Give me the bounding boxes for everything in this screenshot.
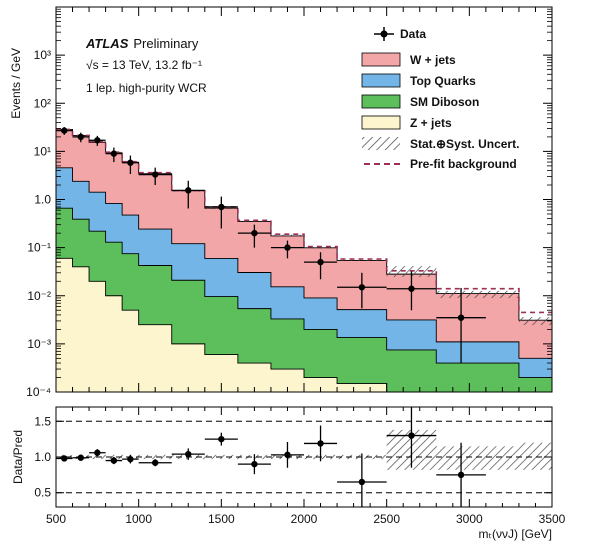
main-uncert-bin <box>270 234 304 237</box>
ratio-points <box>56 407 486 507</box>
ratio-reference-lines <box>56 420 552 494</box>
data-point <box>77 133 85 141</box>
legend-entry-prefit: Pre-fit background <box>364 157 517 171</box>
main-plot-area: 10⁻⁴ 10⁻³ 10⁻² 10⁻¹ 1.0 10¹ 10² 10³ <box>26 6 553 399</box>
ratio-point <box>61 455 68 462</box>
region-label: 1 lep. high-purity WCR <box>86 81 207 95</box>
legend: Data W + jets Top Quarks SM Diboson Z + … <box>361 27 519 171</box>
data-point <box>457 314 465 321</box>
legend-entry-uncert: Stat.⊕Syst. Uncert. <box>362 137 519 151</box>
main-y-tick-label: 10⁻³ <box>27 337 51 351</box>
data-point <box>94 137 101 144</box>
main-uncert-bin <box>337 259 387 262</box>
x-axis-title: mₜ(ννJ) [GeV] <box>478 527 552 541</box>
legend-label-diboson: SM Diboson <box>410 95 479 109</box>
legend-label-uncert: Stat.⊕Syst. Uncert. <box>410 137 519 151</box>
legend-label-prefit: Pre-fit background <box>410 157 517 171</box>
ratio-point <box>185 450 192 458</box>
data-point <box>218 203 225 211</box>
data-point <box>152 171 159 178</box>
data-point <box>185 187 192 194</box>
data-point <box>408 285 415 292</box>
legend-entry-zjets: Z + jets <box>361 115 452 130</box>
legend-label-wjets: W + jets <box>410 53 456 67</box>
ratio-point <box>317 440 324 447</box>
legend-label-top: Top Quarks <box>410 74 476 88</box>
experiment-name: ATLAS <box>85 36 129 51</box>
ratio-point <box>358 478 366 486</box>
atlas-label: ATLAS Preliminary <box>85 36 199 51</box>
prefit-background-line <box>56 128 552 314</box>
x-tick-label: 2000 <box>291 512 318 526</box>
data-point <box>317 258 324 266</box>
legend-entry-data: Data <box>374 27 426 41</box>
x-tick-label: 1500 <box>208 512 235 526</box>
legend-entry-diboson: SM Diboson <box>361 94 479 109</box>
legend-swatch-diboson <box>361 94 401 109</box>
legend-entry-top: Top Quarks <box>361 73 476 88</box>
ratio-uncert-block <box>518 442 552 470</box>
ratio-point <box>457 471 465 479</box>
main-uncert-bin <box>436 290 519 298</box>
main-y-axis-title: Events / GeV <box>9 48 23 119</box>
ratio-plot-area: 0.5 1.0 1.5 500 1000 1500 2000 2500 3000 3500 <box>34 406 566 526</box>
data-point <box>284 244 291 251</box>
data-point <box>127 159 134 166</box>
main-y-tick-label: 1.0 <box>34 193 51 207</box>
ratio-point <box>284 451 291 459</box>
ratio-y-axis: 0.5 1.0 1.5 <box>34 414 552 500</box>
legend-swatch-zjets <box>361 115 401 130</box>
x-tick-label: 3000 <box>456 512 483 526</box>
ratio-point <box>110 457 118 464</box>
main-y-tick-label: 10⁻⁴ <box>26 385 51 399</box>
ratio-point <box>218 435 225 443</box>
x-tick-label: 3500 <box>539 512 566 526</box>
x-tick-label: 500 <box>46 512 66 526</box>
data-point <box>61 127 68 134</box>
main-uncert-bin <box>518 317 552 326</box>
data-points <box>56 127 486 364</box>
stacked-histograms <box>56 128 552 392</box>
ratio-point <box>251 460 258 468</box>
main-y-tick-label: 10³ <box>34 48 51 62</box>
ratio-point <box>94 449 101 456</box>
ratio-y-axis-title: Data/Pred <box>11 430 25 484</box>
ratio-point <box>152 459 159 466</box>
legend-entry-wjets: W + jets <box>361 52 456 67</box>
ratio-uncert-block <box>436 446 519 470</box>
main-y-tick-label: 10⁻² <box>27 289 51 303</box>
energy-lumi-label: √s = 13 TeV, 13.2 fb⁻¹ <box>86 58 202 72</box>
legend-label-data: Data <box>400 27 426 41</box>
main-x-ticks <box>55 7 553 392</box>
x-tick-label: 2500 <box>373 512 400 526</box>
status-label: Preliminary <box>133 36 199 51</box>
main-uncert-bin <box>304 247 338 249</box>
data-point <box>251 229 258 237</box>
prefit-line <box>56 128 552 314</box>
ratio-y-tick-label: 1.5 <box>34 414 51 428</box>
x-tick-label: 1000 <box>125 512 152 526</box>
main-y-tick-label: 10¹ <box>34 144 51 158</box>
ratio-y-tick-label: 0.5 <box>34 486 51 500</box>
data-point <box>110 150 118 157</box>
legend-data-marker <box>380 30 388 38</box>
main-y-axis: 10⁻⁴ 10⁻³ 10⁻² 10⁻¹ 1.0 10¹ 10² 10³ <box>26 8 552 399</box>
main-y-tick-label: 10⁻¹ <box>27 241 51 255</box>
data-point <box>358 284 366 291</box>
ratio-point <box>127 455 134 463</box>
ratio-point <box>77 454 85 461</box>
legend-swatch-top <box>361 73 401 88</box>
legend-swatch-uncert <box>362 137 400 150</box>
ratio-y-tick-label: 1.0 <box>34 450 51 464</box>
main-y-tick-label: 10² <box>34 96 51 110</box>
legend-label-zjets: Z + jets <box>410 116 452 130</box>
ratio-point <box>408 432 415 439</box>
legend-swatch-wjets <box>361 52 401 67</box>
ratio-x-axis: 500 1000 1500 2000 2500 3000 3500 <box>46 407 566 526</box>
